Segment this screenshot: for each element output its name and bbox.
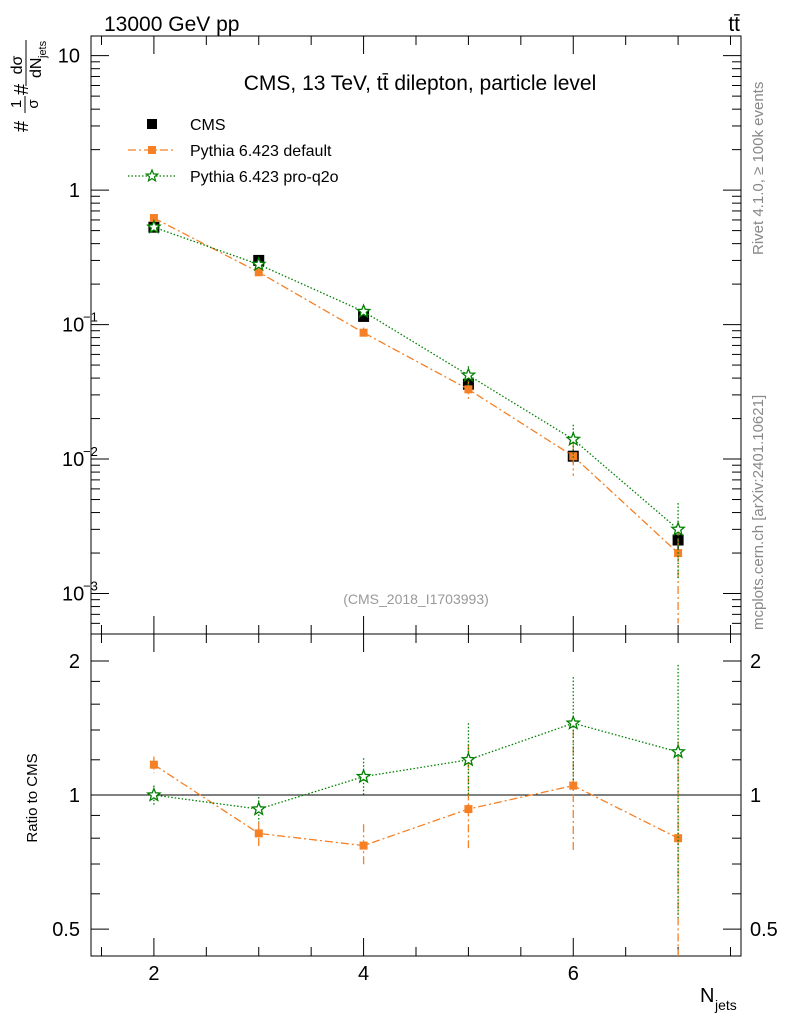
- legend-entry-pythia-proq2o: Pythia 6.423 pro-q2o: [128, 168, 339, 186]
- ratio-ylabel: Ratio to CMS: [24, 753, 41, 842]
- main-point-pythia-6-423-default: [464, 385, 473, 394]
- ratio-point-pythia-6-423-pro-q2o: [250, 800, 267, 816]
- svg-text:#: #: [11, 83, 33, 95]
- svg-text:σ: σ: [25, 99, 42, 109]
- main-point-pythia-6-423-pro-q2o: [460, 366, 477, 382]
- analysis-watermark: (CMS_2018_I1703993): [343, 591, 489, 607]
- ratio-point-pythia-6-423-pro-q2o: [670, 743, 686, 759]
- main-ytick-label-exponent: −1: [83, 310, 98, 325]
- svg-text:jets: jets: [714, 997, 737, 1013]
- svg-text:1: 1: [8, 100, 25, 108]
- main-line-pythia-6-423-default: [153, 217, 679, 554]
- main-ytick-label: 10: [62, 315, 84, 337]
- main-point-pythia-6-423-default: [149, 214, 158, 223]
- legend-marker-pythia-default: [148, 146, 156, 154]
- ratio-point-pythia-6-423-default: [569, 781, 578, 790]
- svg-text:#: #: [11, 120, 33, 132]
- rivet-label: Rivet 4.1.0, ≥ 100k events: [750, 82, 767, 255]
- mcplots-label: mcplots.cern.ch [arXiv:2401.10621]: [750, 395, 767, 630]
- x-axis-label: N jets: [700, 985, 737, 1013]
- main-ytick-label: 1: [69, 180, 80, 202]
- legend: CMS Pythia 6.423 default Pythia 6.423 pr…: [128, 117, 339, 186]
- data-layer: [91, 214, 741, 956]
- ratio-point-pythia-6-423-default: [464, 805, 473, 814]
- header-left: 13000 GeV pp: [104, 13, 239, 36]
- main-point-pythia-6-423-pro-q2o: [146, 218, 162, 234]
- main-point-pythia-6-423-default: [569, 452, 578, 461]
- main-line-pythia-6-423-pro-q2o: [153, 226, 679, 530]
- main-point-cms: [358, 310, 370, 322]
- main-point-pythia-6-423-pro-q2o: [670, 521, 686, 537]
- main-ytick-label: 10: [62, 449, 84, 471]
- main-point-pythia-6-423-pro-q2o: [250, 256, 267, 272]
- main-point-pythia-6-423-default: [359, 328, 368, 337]
- main-ytick-label: 10: [62, 584, 84, 606]
- ratio-point-pythia-6-423-pro-q2o: [146, 786, 162, 802]
- ratio-point-pythia-6-423-default: [674, 834, 683, 843]
- xtick-label: 6: [568, 963, 579, 985]
- svg-text:Pythia 6.423 default: Pythia 6.423 default: [190, 143, 332, 160]
- ratio-ytick-label-right: 0.5: [750, 919, 778, 941]
- svg-text:jets: jets: [37, 40, 49, 59]
- ratio-ytick-label: 0.5: [52, 919, 80, 941]
- ratio-ytick-label: 1: [69, 785, 80, 807]
- main-point-pythia-6-423-default: [254, 268, 263, 277]
- ratio-point-pythia-6-423-pro-q2o: [355, 768, 372, 784]
- ratio-point-pythia-6-423-default: [254, 829, 263, 838]
- main-title: CMS, 13 TeV, tt̄ dilepton, particle leve…: [244, 72, 597, 95]
- svg-text:CMS: CMS: [190, 117, 226, 134]
- header-right: tt̄: [728, 13, 740, 36]
- legend-entry-pythia-default: Pythia 6.423 default: [128, 143, 332, 160]
- svg-text:Pythia 6.423 pro-q2o: Pythia 6.423 pro-q2o: [190, 169, 339, 186]
- ratio-point-pythia-6-423-default: [359, 841, 368, 850]
- svg-text:N: N: [700, 985, 714, 1007]
- main-ytick-label-exponent: −2: [83, 444, 98, 459]
- legend-marker-cms: [147, 119, 157, 129]
- ratio-point-pythia-6-423-pro-q2o: [460, 751, 477, 767]
- main-ytick-label: 10: [58, 46, 80, 68]
- main-point-pythia-6-423-pro-q2o: [565, 431, 582, 447]
- ratio-ytick-label: 2: [69, 651, 80, 673]
- ratio-line-pythia-6-423-pro-q2o: [153, 722, 679, 810]
- ratio-line-pythia-6-423-default: [153, 764, 679, 847]
- main-ytick-label-exponent: −3: [83, 579, 98, 594]
- xtick-label: 4: [358, 963, 369, 985]
- main-point-pythia-6-423-pro-q2o: [355, 303, 372, 319]
- ratio-point-pythia-6-423-pro-q2o: [565, 714, 582, 730]
- main-ylabel: # 1 σ # dσ dN jets: [8, 40, 49, 132]
- ratio-ytick-label-right: 1: [750, 785, 761, 807]
- legend-entry-cms: CMS: [147, 117, 226, 134]
- svg-text:dN: dN: [28, 58, 45, 78]
- legend-marker-pythia-proq2o: [144, 168, 160, 183]
- xtick-label: 2: [148, 963, 159, 985]
- ratio-point-pythia-6-423-default: [149, 760, 158, 769]
- ratio-ytick-label-right: 2: [750, 651, 761, 673]
- svg-text:dσ: dσ: [9, 55, 26, 74]
